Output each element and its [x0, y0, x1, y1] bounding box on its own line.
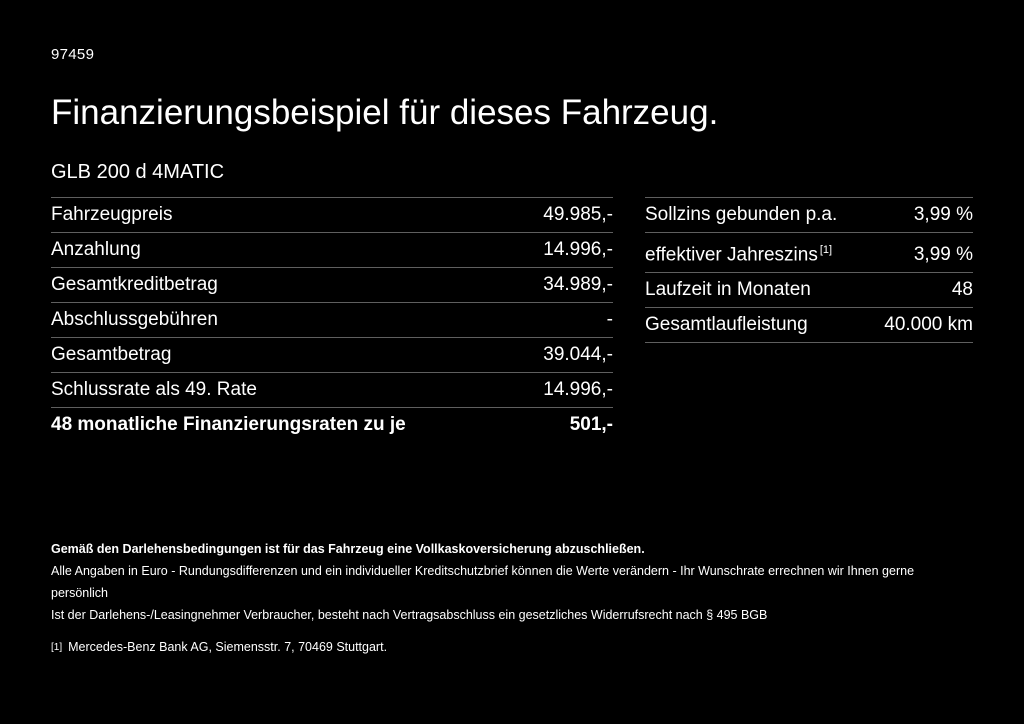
insurance-note: Gemäß den Darlehensbedingungen ist für d…: [51, 542, 645, 556]
finance-table: Fahrzeugpreis 49.985,- Anzahlung 14.996,…: [51, 197, 613, 442]
row-label: Gesamtkreditbetrag: [51, 274, 218, 295]
bank-note-text: Mercedes-Benz Bank AG, Siemensstr. 7, 70…: [68, 640, 388, 654]
euro-note: Alle Angaben in Euro - Rundungsdifferenz…: [51, 564, 915, 600]
table-row: Schlussrate als 49. Rate 14.996,-: [51, 372, 613, 407]
row-label: Laufzeit in Monaten: [645, 279, 811, 301]
table-row: Fahrzeugpreis 49.985,-: [51, 197, 613, 232]
vehicle-model: GLB 200 d 4MATIC: [51, 161, 225, 183]
row-label: Schlussrate als 49. Rate: [51, 379, 257, 400]
table-row: Laufzeit in Monaten 48: [645, 272, 973, 307]
table-row: Gesamtbetrag 39.044,-: [51, 337, 613, 372]
row-label: Anzahlung: [51, 239, 141, 260]
row-value: 34.989,-: [543, 274, 613, 295]
row-value: 48: [951, 279, 973, 301]
row-label: Abschlussgebühren: [51, 309, 218, 330]
row-value: -: [606, 309, 613, 330]
financing-tables: Fahrzeugpreis 49.985,- Anzahlung 14.996,…: [51, 197, 973, 442]
document-code: 97459: [51, 46, 95, 63]
bank-note: [1] Mercedes-Benz Bank AG, Siemensstr. 7…: [51, 636, 973, 658]
table-row: Anzahlung 14.996,-: [51, 232, 613, 267]
row-label: Fahrzeugpreis: [51, 204, 173, 225]
row-label: Gesamtlaufleistung: [645, 314, 808, 336]
row-label: Gesamtbetrag: [51, 344, 172, 365]
footnote-ref-marker: [1]: [819, 244, 833, 256]
table-row: Abschlussgebühren -: [51, 302, 613, 337]
row-value: 40.000 km: [884, 314, 973, 336]
financing-example-page: 97459 Finanzierungsbeispiel für dieses F…: [51, 46, 973, 658]
table-row: Sollzins gebunden p.a. 3,99 %: [645, 197, 973, 232]
table-row-monthly-rate: 48 monatliche Finanzierungsraten zu je 5…: [51, 407, 613, 442]
table-row: Gesamtkreditbetrag 34.989,-: [51, 267, 613, 302]
row-label-text: effektiver Jahreszins: [645, 244, 818, 266]
row-label: Sollzins gebunden p.a.: [645, 204, 838, 225]
row-value: 3,99 %: [913, 244, 973, 266]
row-value: 49.985,-: [543, 204, 613, 225]
row-value: 14.996,-: [543, 239, 613, 260]
row-value: 39.044,-: [543, 344, 613, 365]
row-label: effektiver Jahreszins [1]: [645, 239, 832, 266]
page-title: Finanzierungsbeispiel für dieses Fahrzeu…: [51, 93, 719, 132]
table-row: effektiver Jahreszins [1] 3,99 %: [645, 232, 973, 272]
withdrawal-note: Ist der Darlehens-/Leasingnehmer Verbrau…: [51, 608, 768, 622]
conditions-table: Sollzins gebunden p.a. 3,99 % effektiver…: [645, 197, 973, 344]
footnote-ref-marker: [1]: [51, 642, 63, 653]
footnotes: Gemäß den Darlehensbedingungen ist für d…: [51, 538, 973, 658]
row-label: 48 monatliche Finanzierungsraten zu je: [51, 414, 406, 435]
row-value: 501,-: [569, 414, 613, 435]
row-value: 14.996,-: [543, 379, 613, 400]
table-row: Gesamtlaufleistung 40.000 km: [645, 307, 973, 342]
row-value: 3,99 %: [913, 204, 973, 225]
